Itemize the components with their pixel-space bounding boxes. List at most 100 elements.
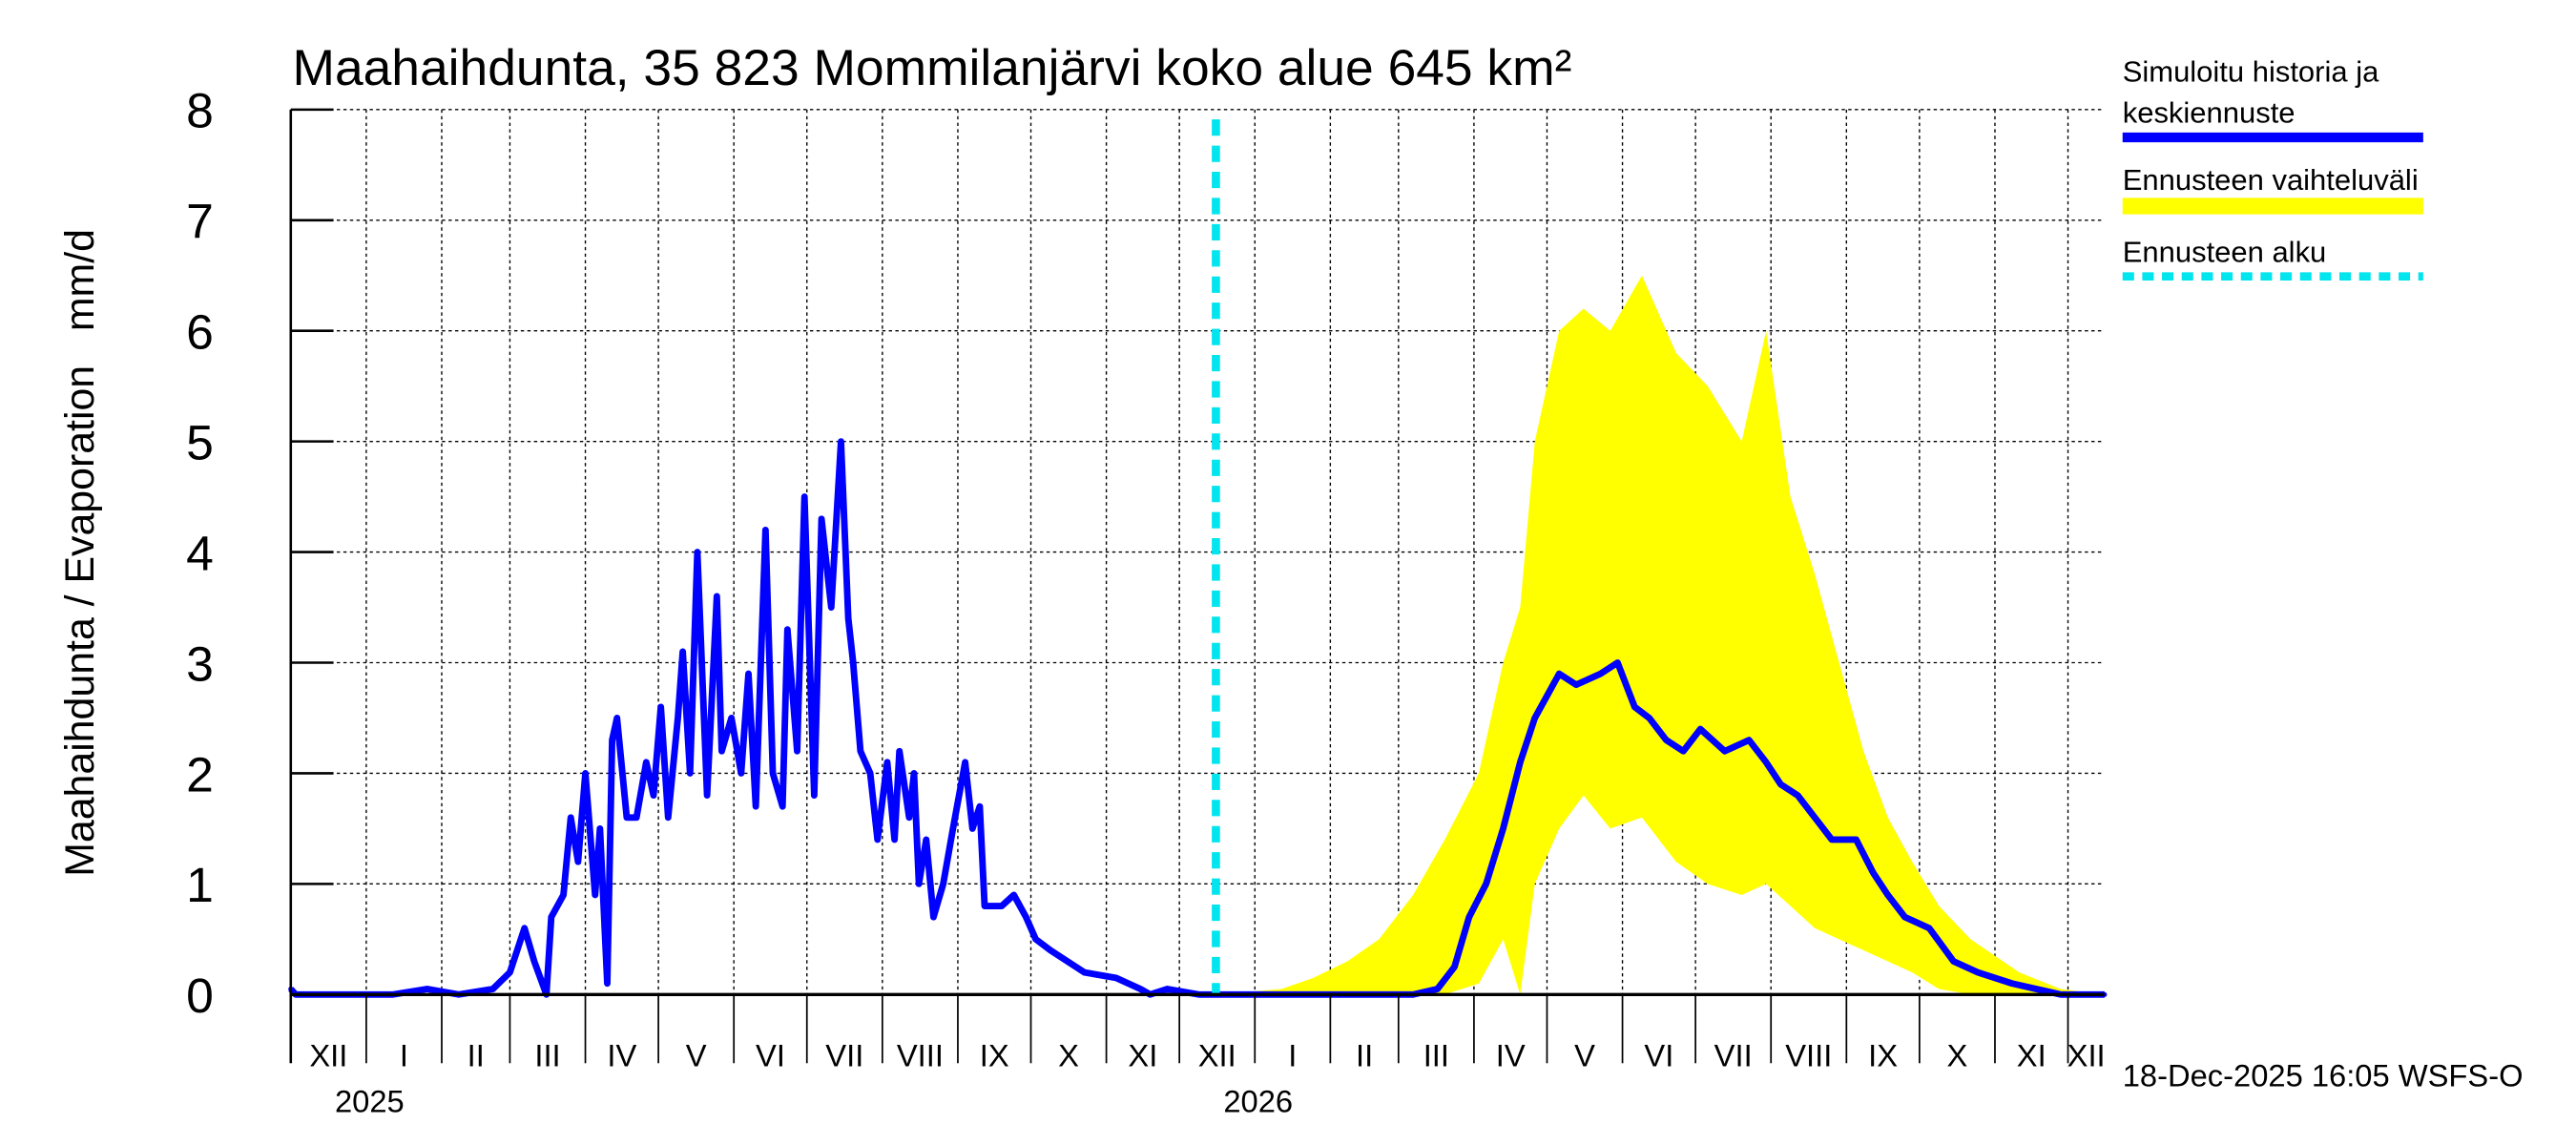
data-point	[634, 815, 639, 821]
y-tick-label: 3	[186, 635, 214, 691]
month-label: II	[467, 1038, 485, 1073]
forecast-range-area	[1215, 275, 2105, 995]
data-point	[811, 793, 817, 799]
month-label: IX	[1868, 1038, 1898, 1073]
data-point	[950, 825, 956, 831]
data-point	[1517, 760, 1523, 765]
data-point	[1663, 738, 1670, 743]
data-point	[704, 793, 710, 799]
y-tick-label: 8	[186, 83, 214, 138]
data-point	[531, 958, 537, 965]
data-point	[597, 825, 603, 831]
month-label: XII	[1198, 1038, 1236, 1073]
data-point	[729, 715, 735, 721]
data-point	[753, 803, 758, 809]
data-point	[575, 859, 581, 864]
data-point	[1722, 748, 1728, 754]
y-tick-label: 1	[186, 857, 214, 912]
data-point	[1870, 870, 1876, 876]
data-point	[1500, 825, 1506, 831]
data-point	[489, 986, 496, 992]
data-point	[592, 892, 598, 898]
data-point	[1556, 671, 1562, 677]
month-label: III	[1423, 1038, 1449, 1073]
data-point	[745, 671, 752, 677]
data-point	[522, 926, 528, 931]
data-point	[1113, 975, 1119, 981]
data-point	[695, 550, 700, 555]
data-point	[941, 881, 946, 886]
month-label: VI	[1644, 1038, 1673, 1073]
month-label: II	[1356, 1038, 1373, 1073]
legend-label-range: Ennusteen vaihteluväli	[2123, 163, 2419, 197]
y-tick-label: 5	[186, 415, 214, 470]
data-point	[1023, 914, 1028, 920]
month-label: X	[1058, 1038, 1079, 1073]
data-point	[718, 748, 725, 754]
data-point	[1082, 969, 1088, 975]
data-point	[982, 903, 987, 909]
grid	[290, 109, 2105, 995]
data-point	[1901, 914, 1908, 920]
data-point	[963, 760, 968, 765]
month-label: VI	[756, 1038, 785, 1073]
month-label: XI	[1128, 1038, 1157, 1073]
data-point	[1598, 671, 1604, 677]
data-point	[930, 914, 937, 920]
data-point	[1466, 914, 1472, 920]
y-tick-label: 2	[186, 746, 214, 802]
month-label: X	[1947, 1038, 1968, 1073]
data-point	[858, 748, 863, 754]
year-label: 2026	[1223, 1084, 1293, 1119]
footer-timestamp: 18-Dec-2025 16:05 WSFS-O	[2123, 1057, 2524, 1093]
data-point	[884, 760, 890, 765]
data-point	[1065, 958, 1070, 965]
data-point	[916, 881, 922, 886]
legend-label-forecast-start: Ennusteen alku	[2123, 235, 2327, 268]
data-point	[819, 516, 824, 522]
month-label: III	[534, 1038, 560, 1073]
data-point	[651, 793, 656, 799]
data-point	[770, 770, 776, 776]
month-label: IX	[980, 1038, 1009, 1073]
data-point	[624, 815, 630, 821]
data-point	[1614, 659, 1621, 666]
legend-label-simulated-1: Simuloitu historia ja	[2123, 55, 2379, 89]
month-label: V	[1574, 1038, 1595, 1073]
data-point	[1164, 986, 1170, 992]
data-point	[794, 748, 800, 754]
data-point	[2033, 986, 2039, 992]
data-point	[828, 604, 834, 611]
data-point	[875, 837, 881, 843]
data-point	[1885, 892, 1891, 898]
month-label: XI	[2017, 1038, 2046, 1073]
data-point	[1631, 704, 1637, 710]
data-point	[582, 770, 589, 776]
data-point	[897, 748, 903, 754]
data-point	[1573, 682, 1579, 688]
data-point	[779, 803, 785, 809]
data-point	[977, 803, 983, 809]
y-tick-label: 7	[186, 194, 214, 249]
data-point	[1137, 986, 1143, 992]
y-tick-label: 6	[186, 304, 214, 360]
data-point	[1746, 738, 1752, 743]
data-point	[549, 914, 554, 920]
month-label: I	[1288, 1038, 1297, 1073]
data-point	[911, 770, 917, 776]
data-point	[845, 615, 851, 621]
data-point	[867, 770, 873, 776]
data-point	[560, 892, 567, 898]
data-point	[687, 770, 693, 776]
data-point	[838, 439, 844, 445]
data-point	[1777, 781, 1784, 787]
data-point	[999, 903, 1005, 909]
data-point	[801, 494, 807, 500]
month-label: VII	[1714, 1038, 1753, 1073]
data-point	[714, 593, 719, 599]
data-point	[1697, 726, 1703, 732]
data-point	[614, 715, 620, 721]
month-label: I	[400, 1038, 408, 1073]
